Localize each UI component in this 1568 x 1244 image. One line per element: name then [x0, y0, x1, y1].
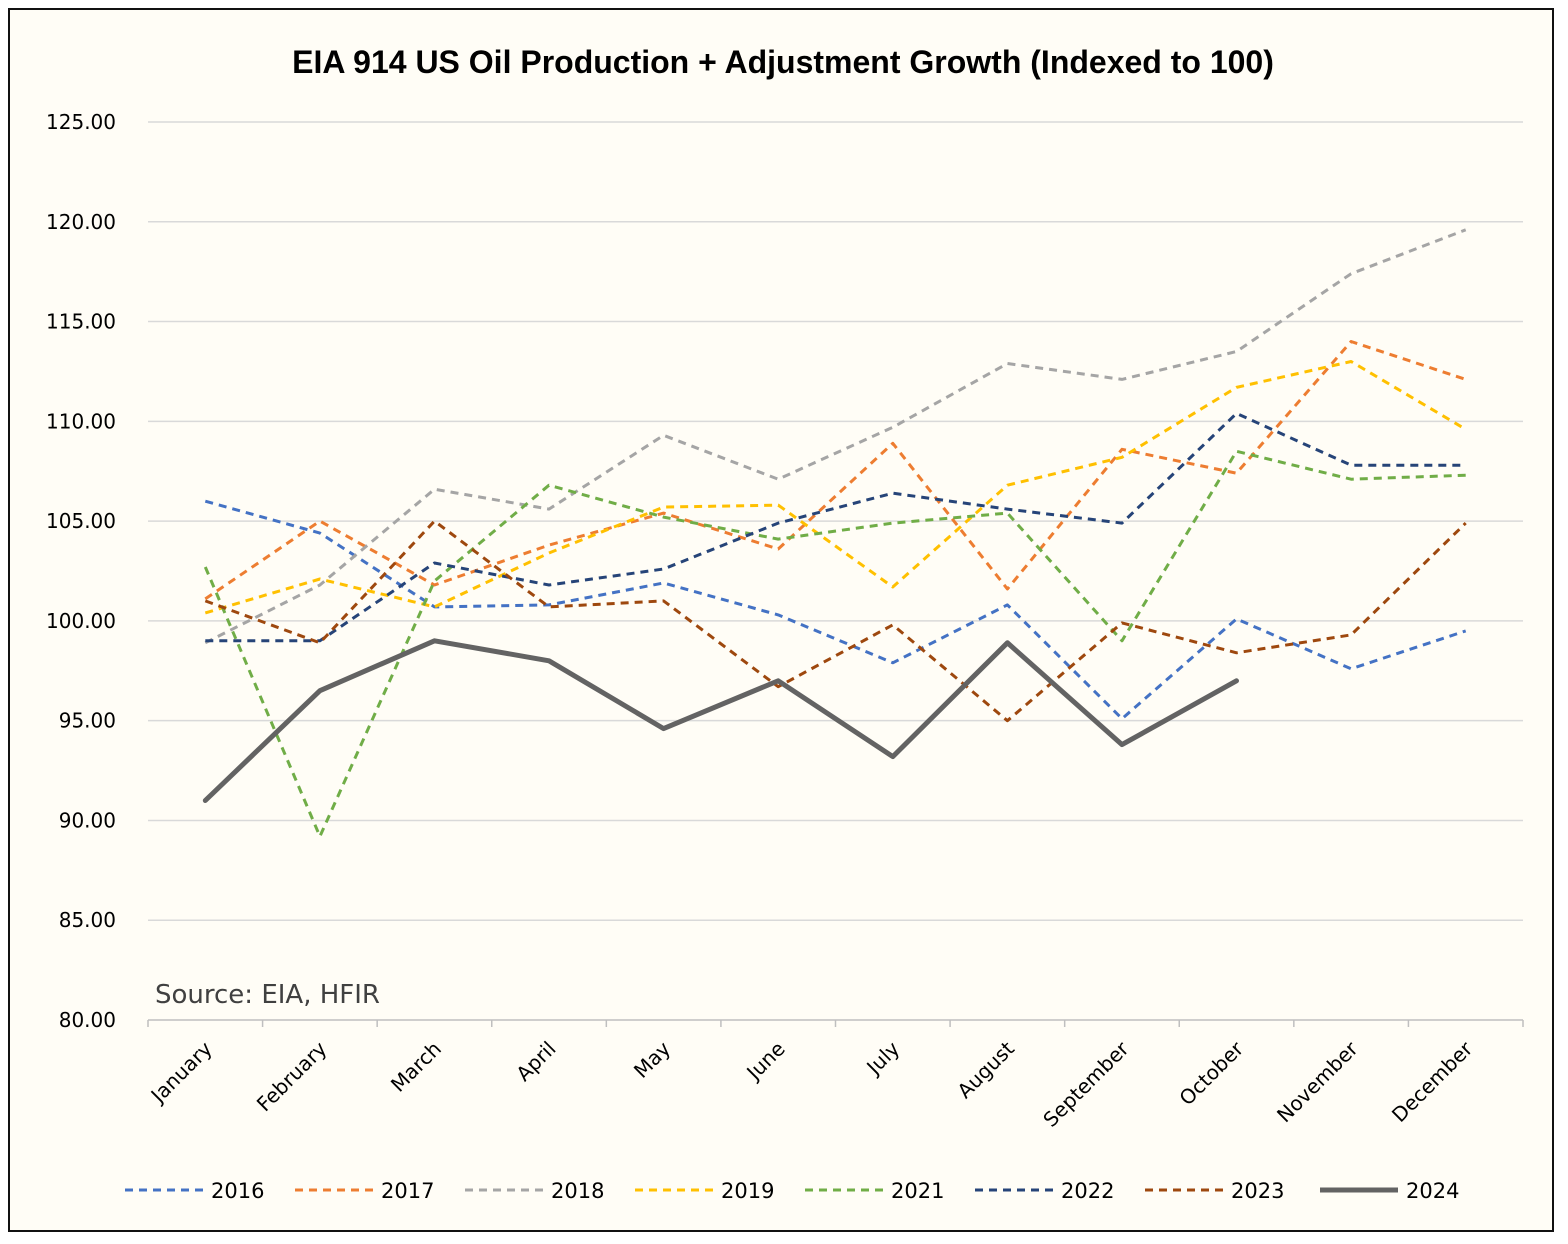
legend-label-2023: 2023: [1231, 1179, 1284, 1203]
x-tick-label: July: [861, 1036, 905, 1080]
x-tick-label: August: [952, 1036, 1019, 1103]
legend-label-2024: 2024: [1406, 1179, 1459, 1203]
x-tick-label: March: [386, 1037, 446, 1097]
y-tick-label: 100.00: [46, 609, 116, 633]
y-tick-label: 120.00: [46, 210, 116, 234]
gridlines: [148, 121, 1523, 921]
series-line-2018: [204, 228, 1467, 645]
y-tick-label: 125.00: [46, 110, 116, 134]
legend-label-2017: 2017: [381, 1179, 434, 1203]
chart-frame: EIA 914 US Oil Production + Adjustment G…: [8, 8, 1554, 1232]
y-tick-label: 80.00: [59, 1008, 116, 1032]
legend: 2016 2017 2018 2019 2021 2022 2023 2024: [125, 1179, 1459, 1203]
source-annotation: Source: EIA, HFIR: [155, 980, 380, 1010]
chart-title: EIA 914 US Oil Production + Adjustment G…: [292, 44, 1274, 80]
y-tick-label: 95.00: [59, 709, 116, 733]
y-tick-label: 90.00: [59, 808, 116, 832]
x-tick-label: May: [629, 1036, 675, 1082]
x-tick-label: February: [252, 1036, 332, 1116]
x-tick-label: December: [1387, 1036, 1478, 1127]
x-tick-label: November: [1272, 1036, 1363, 1127]
y-axis: 80.00 85.00 90.00 95.00 100.00 105.00 110.00 11…: [46, 110, 116, 1032]
series-line-2022: [205, 411, 1466, 643]
y-tick-label: 115.00: [46, 310, 116, 334]
legend-label-2019: 2019: [721, 1179, 774, 1203]
legend-label-2018: 2018: [551, 1179, 604, 1203]
x-tick-label: October: [1175, 1036, 1249, 1110]
legend-label-2016: 2016: [211, 1179, 264, 1203]
y-tick-label: 105.00: [46, 509, 116, 533]
x-tick-label: January: [145, 1036, 217, 1108]
y-tick-label: 85.00: [59, 908, 116, 932]
y-tick-label: 110.00: [46, 409, 116, 433]
x-tick-label: September: [1038, 1036, 1134, 1132]
legend-label-2021: 2021: [891, 1179, 944, 1203]
legend-label-2022: 2022: [1061, 1179, 1114, 1203]
series-lines: [202, 228, 1467, 838]
series-line-2024: [202, 638, 1239, 803]
x-axis: January February March April May June July Augu…: [145, 1019, 1524, 1132]
series-line-2016: [204, 499, 1467, 721]
series-line-2017: [204, 340, 1467, 601]
x-tick-label: April: [511, 1037, 560, 1086]
x-tick-label: June: [741, 1037, 790, 1086]
chart-canvas: EIA 914 US Oil Production + Adjustment G…: [46, 44, 1524, 1203]
series-line-2021: [203, 449, 1466, 838]
series-line-2019: [204, 360, 1467, 615]
